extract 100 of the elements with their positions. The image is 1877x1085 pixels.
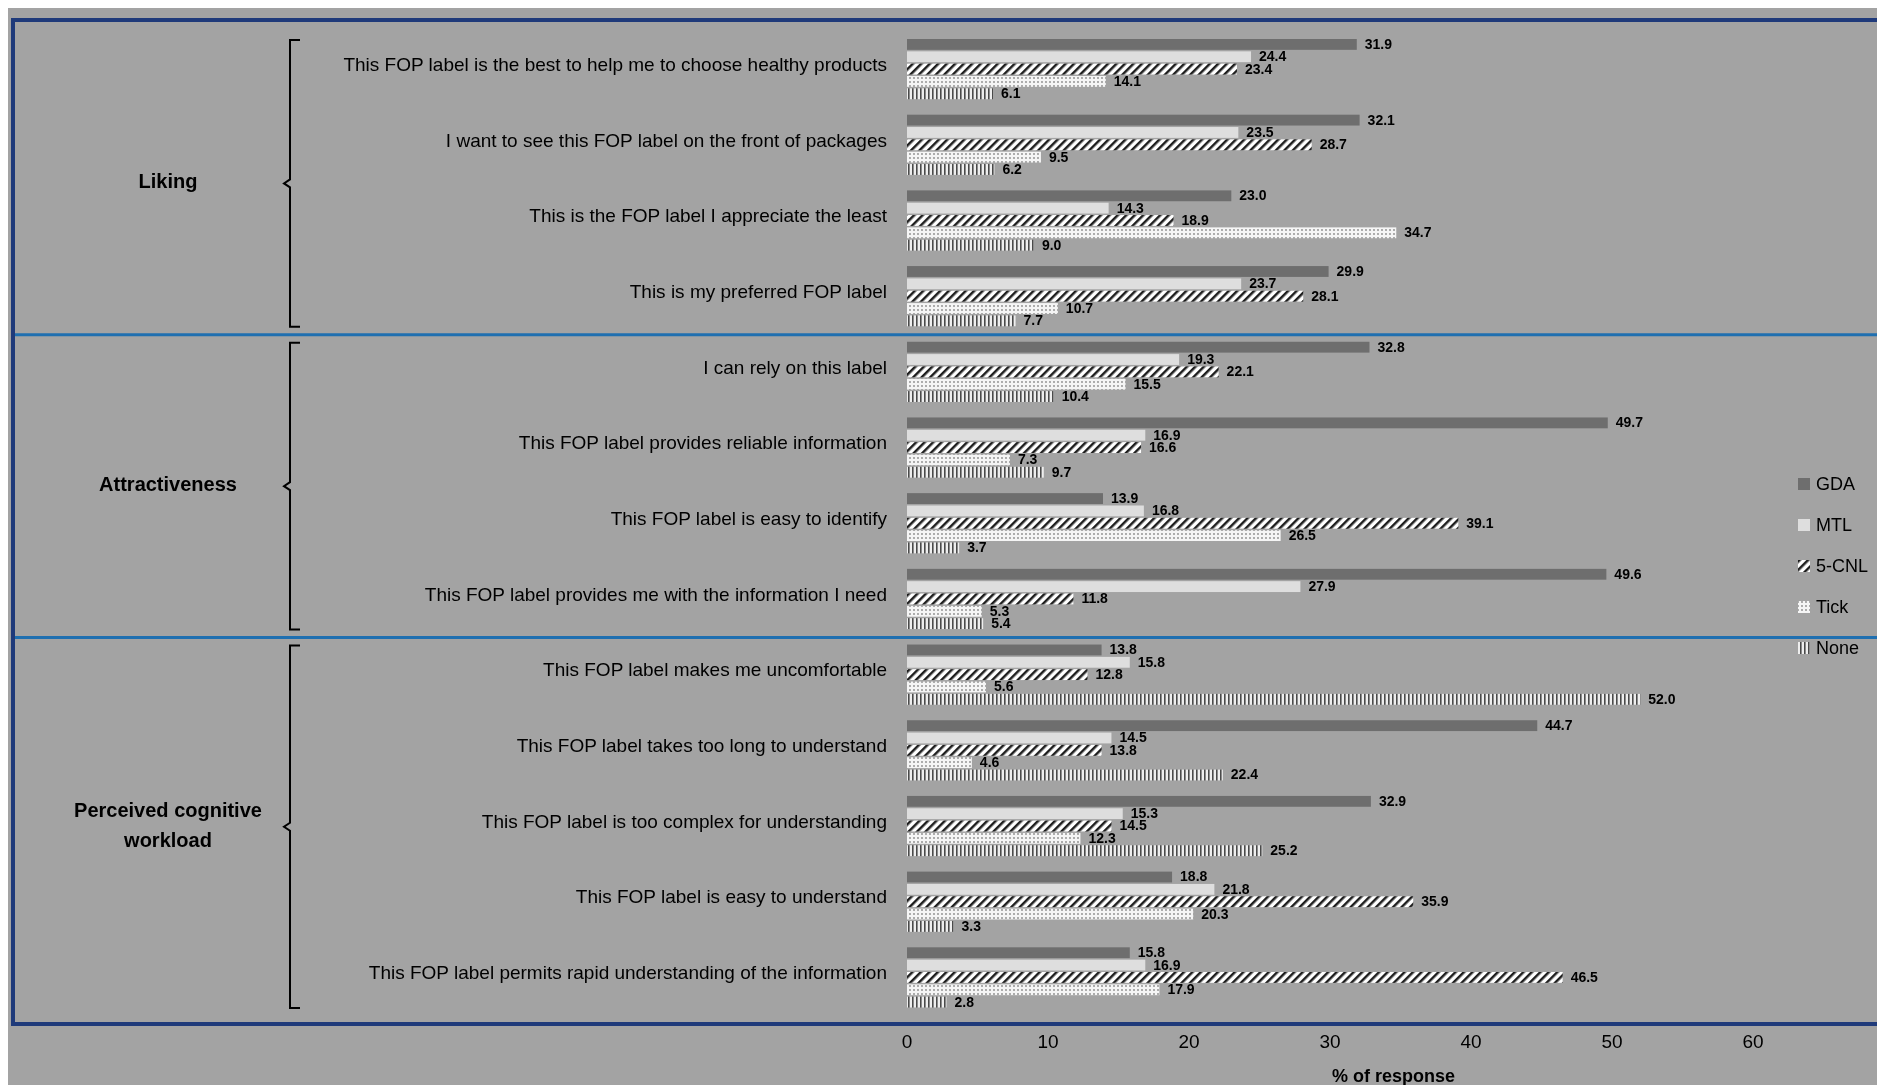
bar bbox=[907, 88, 994, 100]
data-label: 18.9 bbox=[1181, 211, 1209, 228]
data-label: 22.4 bbox=[1230, 766, 1259, 783]
data-label: 9.5 bbox=[1048, 148, 1069, 165]
data-label: 12.8 bbox=[1095, 666, 1123, 683]
bar bbox=[907, 378, 1126, 390]
bar bbox=[907, 832, 1081, 844]
x-axis-title: % of response bbox=[1331, 1066, 1455, 1085]
bar bbox=[907, 581, 1301, 593]
bar bbox=[907, 669, 1088, 681]
y-tick-label: This is my preferred FOP label bbox=[629, 280, 887, 302]
bar bbox=[907, 920, 954, 932]
data-label: 15.8 bbox=[1137, 653, 1166, 670]
legend-label: GDA bbox=[1816, 473, 1856, 494]
data-label: 6.1 bbox=[1001, 85, 1021, 102]
bar bbox=[907, 644, 1102, 656]
data-label: 11.8 bbox=[1081, 590, 1109, 607]
bar bbox=[907, 39, 1357, 50]
legend-label: MTL bbox=[1816, 514, 1852, 535]
bar bbox=[907, 568, 1607, 580]
bar bbox=[907, 996, 947, 1008]
bar bbox=[907, 266, 1329, 277]
bar bbox=[907, 190, 1232, 202]
bar bbox=[907, 871, 1173, 883]
y-tick-label: This FOP label makes me uncomfortable bbox=[543, 659, 887, 681]
bar bbox=[907, 681, 986, 693]
data-label: 13.8 bbox=[1109, 641, 1138, 658]
data-label: 49.6 bbox=[1614, 565, 1642, 582]
data-label: 14.1 bbox=[1113, 72, 1142, 89]
text: Liking bbox=[138, 170, 198, 193]
bar bbox=[907, 227, 1397, 239]
data-label: 14.3 bbox=[1116, 199, 1145, 216]
data-label: 5.6 bbox=[993, 678, 1014, 695]
data-label: 32.9 bbox=[1378, 792, 1407, 809]
data-label: 29.9 bbox=[1336, 262, 1365, 279]
bar bbox=[907, 114, 1360, 126]
y-tick-label: This FOP label is easy to identify bbox=[610, 508, 888, 530]
bar bbox=[907, 984, 1160, 996]
data-label: 3.7 bbox=[967, 539, 987, 556]
x-tick-label: 20 bbox=[1178, 1031, 1200, 1052]
y-tick-label: This is the FOP label I appreciate the least bbox=[529, 205, 888, 227]
data-label: 31.9 bbox=[1364, 35, 1393, 52]
data-label: 23.5 bbox=[1246, 123, 1274, 140]
x-tick-label: 50 bbox=[1601, 1031, 1623, 1052]
data-label: 18.8 bbox=[1180, 868, 1208, 885]
data-label: 2.8 bbox=[954, 993, 975, 1010]
bar bbox=[907, 505, 1144, 517]
bar bbox=[907, 693, 1641, 705]
bar bbox=[907, 278, 1242, 290]
bar bbox=[907, 454, 1010, 466]
y-tick-label: This FOP label is the best to help me to choose healthy products bbox=[343, 53, 887, 75]
bar bbox=[907, 127, 1239, 138]
bar bbox=[907, 908, 1194, 920]
data-label: 23.0 bbox=[1239, 187, 1267, 204]
data-label: 22.1 bbox=[1226, 363, 1255, 380]
bar bbox=[907, 757, 972, 769]
data-label: 28.7 bbox=[1319, 136, 1348, 153]
data-label: 52.0 bbox=[1648, 690, 1676, 707]
bar bbox=[907, 605, 982, 617]
legend-label: None bbox=[1816, 637, 1860, 658]
data-label: 27.9 bbox=[1308, 578, 1336, 595]
y-tick-label: This FOP label provides reliable information bbox=[518, 432, 887, 454]
bar bbox=[907, 290, 1304, 302]
data-label: 9.0 bbox=[1041, 236, 1062, 253]
bar bbox=[907, 517, 1459, 529]
bar bbox=[907, 947, 1130, 959]
bar bbox=[907, 76, 1106, 87]
data-label: 46.5 bbox=[1570, 968, 1599, 985]
y-tick-label: This FOP label is too complex for understanding bbox=[481, 810, 887, 832]
y-tick-label: This FOP label permits rapid understanding of the information bbox=[368, 962, 887, 984]
x-tick-label: 30 bbox=[1319, 1031, 1341, 1052]
bar bbox=[907, 466, 1044, 478]
legend-label: 5-CNL bbox=[1816, 555, 1869, 576]
data-label: 39.1 bbox=[1466, 514, 1494, 531]
data-label: 3.3 bbox=[961, 917, 982, 934]
bar bbox=[907, 744, 1102, 756]
bar bbox=[907, 202, 1109, 214]
y-tick-label: This FOP label is easy to understand bbox=[575, 886, 887, 908]
bar bbox=[907, 820, 1112, 832]
bar bbox=[907, 808, 1123, 820]
legend-label: Tick bbox=[1816, 596, 1850, 617]
data-label: 26.5 bbox=[1288, 527, 1317, 544]
bar bbox=[907, 656, 1130, 668]
bar bbox=[907, 391, 1054, 402]
y-tick-label: I want to see this FOP label on the front of packages bbox=[445, 129, 887, 151]
y-tick-label: This FOP label provides me with the information I need bbox=[424, 583, 887, 605]
bar bbox=[907, 493, 1103, 504]
data-label: 7.7 bbox=[1023, 312, 1044, 329]
bar bbox=[907, 971, 1563, 983]
y-tick-label: This FOP label takes too long to understand bbox=[516, 735, 887, 757]
data-label: 32.1 bbox=[1367, 111, 1396, 128]
data-label: 9.7 bbox=[1051, 463, 1072, 480]
data-label: 28.1 bbox=[1311, 287, 1339, 304]
bar bbox=[907, 303, 1058, 314]
data-label: 21.8 bbox=[1222, 880, 1250, 897]
bar bbox=[907, 442, 1142, 453]
bar bbox=[907, 164, 995, 175]
bar bbox=[907, 769, 1223, 781]
data-label: 23.7 bbox=[1249, 275, 1277, 292]
data-label: 13.9 bbox=[1110, 490, 1139, 507]
